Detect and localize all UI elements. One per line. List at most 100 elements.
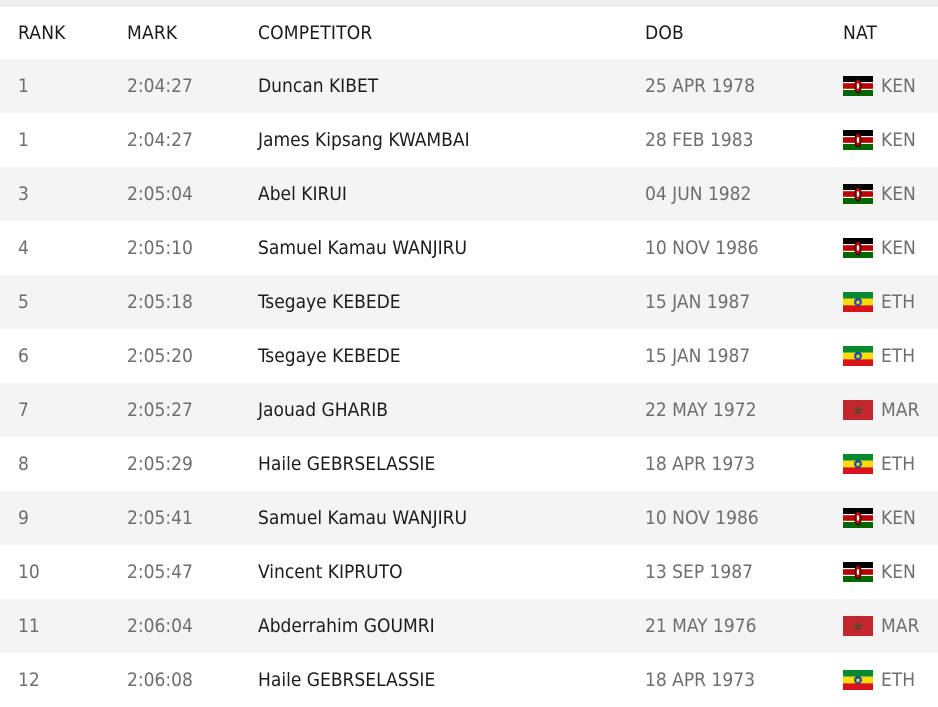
ethiopia-flag-icon [843, 454, 873, 474]
mark-cell: 2:05:27 [127, 399, 193, 421]
table-row[interactable]: 7 2:05:27 Jaouad GHARIB 22 MAY 1972 MAR [0, 383, 938, 437]
mark-cell: 2:05:20 [127, 345, 193, 367]
nationality-wrap: ETH [843, 453, 938, 475]
competitor-link[interactable]: Samuel Kamau WANJIRU [258, 237, 468, 259]
competitor-link[interactable]: Tsegaye KEBEDE [258, 345, 401, 367]
nationality-cell: KEN [824, 167, 938, 221]
table-row[interactable]: 12 2:06:08 Haile GEBRSELASSIE 18 APR 1973 ET… [0, 653, 938, 707]
country-code: ETH [881, 291, 916, 313]
country-code: ETH [881, 669, 916, 691]
mark-cell: 2:05:29 [127, 453, 193, 475]
header-competitor[interactable]: COMPETITOR [258, 22, 373, 44]
competitor-link[interactable]: Jaouad GHARIB [258, 399, 388, 421]
nationality-wrap: ETH [843, 345, 938, 367]
nationality-cell: KEN [824, 221, 938, 275]
competitor-link[interactable]: Tsegaye KEBEDE [258, 291, 401, 313]
country-code: KEN [881, 561, 916, 583]
morocco-flag-icon [843, 400, 873, 420]
table-row[interactable]: 5 2:05:18 Tsegaye KEBEDE 15 JAN 1987 ETH [0, 275, 938, 329]
header-rank[interactable]: RANK [18, 22, 66, 44]
mark-cell: 2:04:27 [127, 75, 193, 97]
table-row[interactable]: 6 2:05:20 Tsegaye KEBEDE 15 JAN 1987 ETH [0, 329, 938, 383]
ethiopia-flag-icon [843, 346, 873, 366]
mark-cell: 2:04:27 [127, 129, 193, 151]
kenya-flag-icon [843, 76, 873, 96]
nationality-wrap: MAR [843, 399, 938, 421]
nationality-wrap: ETH [843, 669, 938, 691]
header-mark[interactable]: MARK [127, 22, 178, 44]
nationality-cell: KEN [824, 59, 938, 113]
header-nat[interactable]: NAT [843, 22, 878, 44]
nationality-cell: KEN [824, 491, 938, 545]
dob-cell: 13 SEP 1987 [645, 561, 754, 583]
mark-cell: 2:06:08 [127, 669, 193, 691]
kenya-flag-icon [843, 238, 873, 258]
kenya-flag-icon [843, 508, 873, 528]
table-row[interactable]: 9 2:05:41 Samuel Kamau WANJIRU 10 NOV 1986 K… [0, 491, 938, 545]
kenya-flag-icon [843, 562, 873, 582]
country-code: ETH [881, 345, 916, 367]
rank-cell: 4 [18, 237, 29, 259]
rank-cell: 6 [18, 345, 29, 367]
dob-cell: 25 APR 1978 [645, 75, 755, 97]
country-code: MAR [881, 615, 920, 637]
competitor-link[interactable]: Abel KIRUI [258, 183, 347, 205]
rank-cell: 12 [18, 669, 40, 691]
mark-cell: 2:05:18 [127, 291, 193, 313]
nationality-cell: ETH [824, 275, 938, 329]
rank-cell: 11 [18, 615, 40, 637]
table-row[interactable]: 4 2:05:10 Samuel Kamau WANJIRU 10 NOV 1986 K… [0, 221, 938, 275]
table-row[interactable]: 8 2:05:29 Haile GEBRSELASSIE 18 APR 1973 ETH [0, 437, 938, 491]
nationality-cell: ETH [824, 437, 938, 491]
competitor-link[interactable]: Haile GEBRSELASSIE [258, 453, 436, 475]
ethiopia-flag-icon [843, 670, 873, 690]
table-row[interactable]: 11 2:06:04 Abderrahim GOUMRI 21 MAY 1976 MAR [0, 599, 938, 653]
country-code: KEN [881, 183, 916, 205]
nationality-wrap: KEN [843, 507, 938, 529]
morocco-flag-icon [843, 616, 873, 636]
competitor-link[interactable]: Samuel Kamau WANJIRU [258, 507, 468, 529]
nationality-wrap: MAR [843, 615, 938, 637]
rank-cell: 10 [18, 561, 40, 583]
nationality-cell: KEN [824, 545, 938, 599]
dob-cell: 28 FEB 1983 [645, 129, 754, 151]
country-code: MAR [881, 399, 920, 421]
dob-cell: 21 MAY 1976 [645, 615, 757, 637]
nationality-cell: KEN [824, 113, 938, 167]
mark-cell: 2:05:10 [127, 237, 193, 259]
table-row[interactable]: 3 2:05:04 Abel KIRUI 04 JUN 1982 KEN [0, 167, 938, 221]
dob-cell: 22 MAY 1972 [645, 399, 757, 421]
nationality-wrap: KEN [843, 129, 938, 151]
mark-cell: 2:06:04 [127, 615, 193, 637]
country-code: KEN [881, 237, 916, 259]
rank-cell: 3 [18, 183, 29, 205]
nationality-cell: ETH [824, 653, 938, 707]
competitor-link[interactable]: Haile GEBRSELASSIE [258, 669, 436, 691]
mark-cell: 2:05:47 [127, 561, 193, 583]
nationality-cell: MAR [824, 383, 938, 437]
header-dob[interactable]: DOB [645, 22, 684, 44]
country-code: ETH [881, 453, 916, 475]
competitor-link[interactable]: Vincent KIPRUTO [258, 561, 403, 583]
mark-cell: 2:05:04 [127, 183, 193, 205]
table-row[interactable]: 1 2:04:27 Duncan KIBET 25 APR 1978 KEN [0, 59, 938, 113]
results-table: RANK MARK COMPETITOR DOB NAT 1 2:04:27 Dun… [0, 7, 938, 707]
rank-cell: 8 [18, 453, 29, 475]
nationality-wrap: KEN [843, 183, 938, 205]
dob-cell: 18 APR 1973 [645, 453, 755, 475]
rank-cell: 9 [18, 507, 29, 529]
dob-cell: 10 NOV 1986 [645, 507, 759, 529]
competitor-link[interactable]: Duncan KIBET [258, 75, 379, 97]
table-row[interactable]: 10 2:05:47 Vincent KIPRUTO 13 SEP 1987 KEN [0, 545, 938, 599]
nationality-wrap: KEN [843, 237, 938, 259]
kenya-flag-icon [843, 184, 873, 204]
dob-cell: 18 APR 1973 [645, 669, 755, 691]
rank-cell: 7 [18, 399, 29, 421]
competitor-link[interactable]: Abderrahim GOUMRI [258, 615, 435, 637]
dob-cell: 15 JAN 1987 [645, 345, 751, 367]
competitor-link[interactable]: James Kipsang KWAMBAI [258, 129, 470, 151]
mark-cell: 2:05:41 [127, 507, 193, 529]
nationality-wrap: KEN [843, 561, 938, 583]
rank-cell: 5 [18, 291, 29, 313]
table-row[interactable]: 1 2:04:27 James Kipsang KWAMBAI 28 FEB 1983… [0, 113, 938, 167]
